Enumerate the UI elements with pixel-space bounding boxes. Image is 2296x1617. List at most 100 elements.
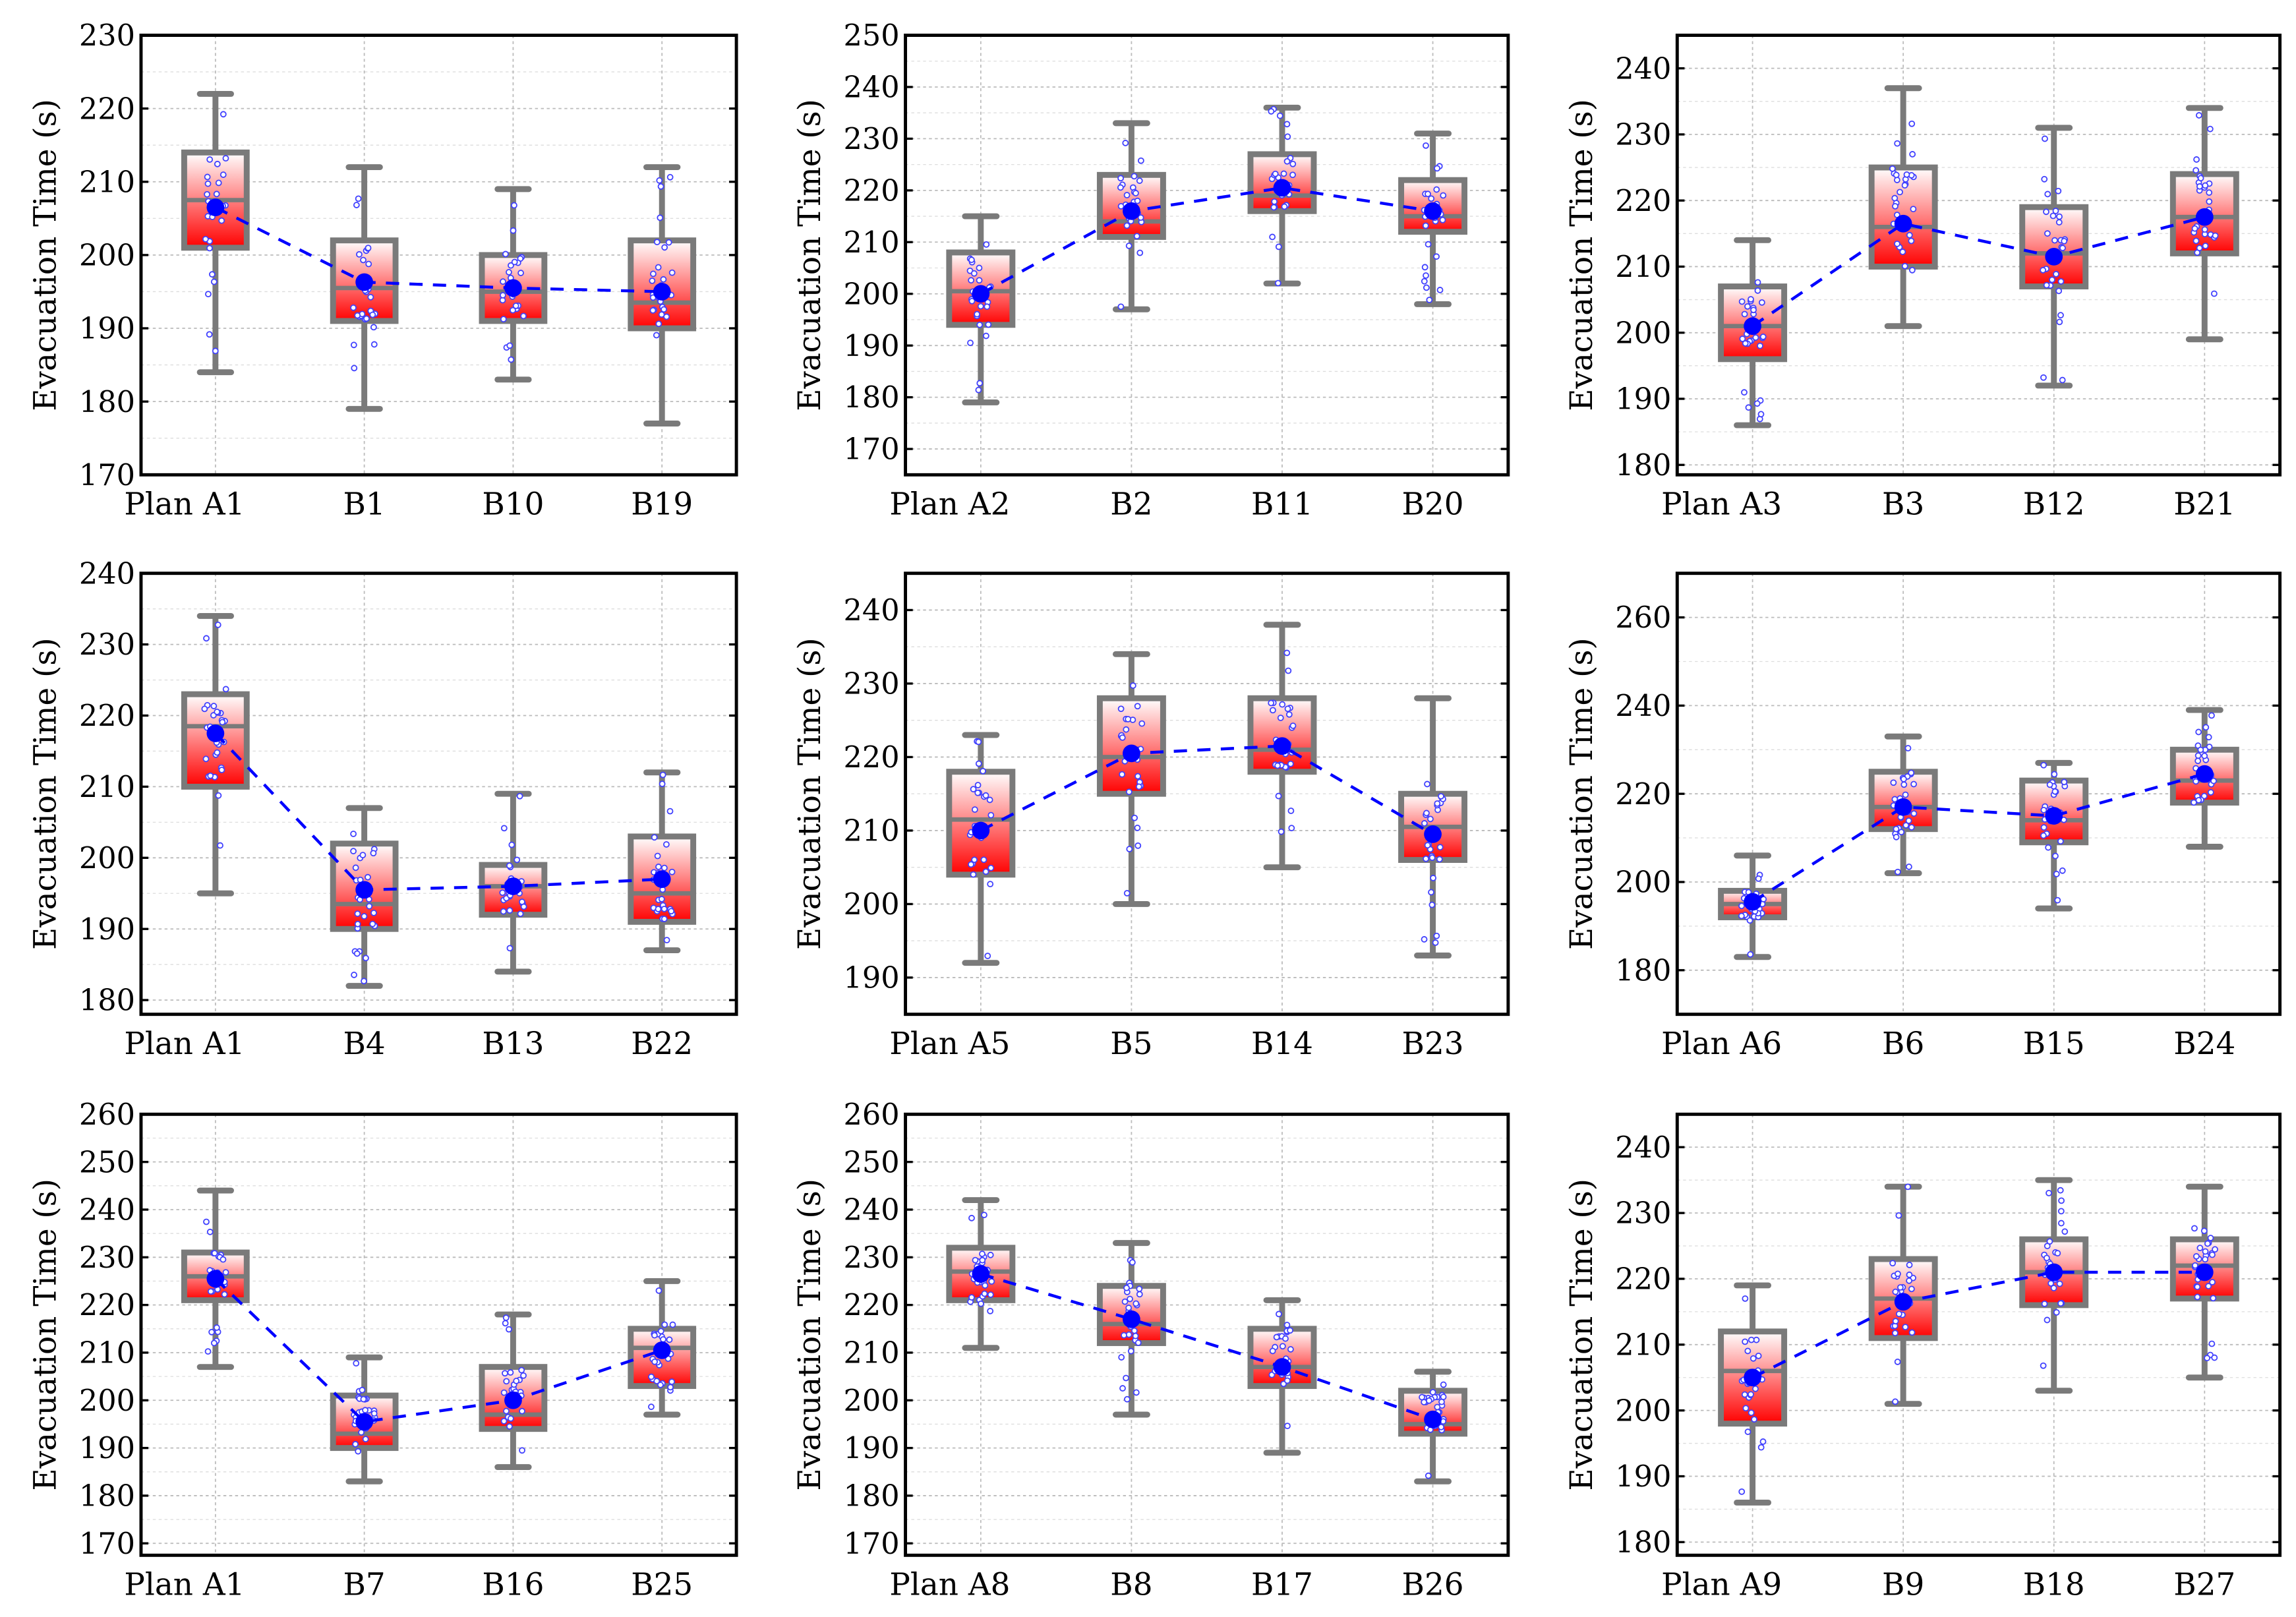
data-point [1438, 793, 1444, 800]
data-point [500, 316, 507, 323]
data-point [2044, 1243, 2051, 1250]
x-tick-label: B7 [343, 1568, 386, 1603]
y-tick-label: 230 [1615, 1196, 1671, 1231]
data-point [2057, 838, 2064, 845]
data-point [202, 755, 210, 763]
data-point [220, 111, 227, 118]
data-point [661, 916, 668, 922]
data-point [351, 972, 357, 978]
x-tick-label: B19 [631, 486, 693, 522]
mean-marker [206, 198, 225, 217]
data-point [2043, 208, 2049, 216]
data-point [2193, 156, 2200, 163]
data-point [350, 831, 357, 837]
box-1 [946, 732, 1016, 966]
data-point [1421, 936, 1428, 943]
data-point [2191, 799, 2197, 806]
data-point [1738, 1488, 1746, 1495]
data-point [1901, 262, 1908, 270]
data-point [2194, 1293, 2201, 1301]
data-point [982, 792, 989, 799]
box-3 [2019, 125, 2089, 389]
data-point [971, 806, 978, 813]
data-point [370, 909, 377, 916]
data-point [352, 864, 359, 871]
data-point [653, 1378, 661, 1384]
data-point [974, 310, 981, 318]
data-point [1750, 1355, 1757, 1362]
data-point [657, 1328, 664, 1335]
data-point [1123, 890, 1131, 897]
data-point [1895, 1270, 1901, 1278]
mean-marker [1123, 202, 1140, 220]
y-tick-label: 230 [79, 628, 135, 662]
data-point [512, 303, 519, 309]
data-point [2056, 213, 2063, 220]
data-point [510, 307, 516, 314]
mean-marker [1123, 1310, 1140, 1328]
y-tick-label: 190 [1615, 1459, 1671, 1494]
data-point [1134, 825, 1141, 831]
data-point [1439, 216, 1446, 223]
data-point [1131, 814, 1138, 821]
data-point [1425, 191, 1431, 198]
mean-line [1751, 772, 2205, 903]
data-point [1902, 791, 1909, 798]
data-point [1136, 249, 1144, 256]
data-point [657, 1382, 664, 1388]
data-point [981, 1212, 987, 1219]
data-point [210, 1339, 218, 1347]
data-point [979, 1250, 986, 1258]
data-point [1137, 214, 1144, 221]
data-point [1136, 1291, 1143, 1298]
data-point [655, 906, 662, 912]
y-tick-label: 260 [844, 1098, 900, 1132]
data-point [2197, 746, 2204, 753]
data-point [988, 1278, 995, 1285]
data-point [1137, 157, 1144, 164]
data-point [975, 738, 982, 746]
data-point [507, 1415, 514, 1422]
box-iqr [479, 862, 548, 918]
data-point [1906, 864, 1912, 870]
data-point [1904, 1183, 1912, 1191]
data-point [1755, 875, 1762, 882]
data-point [1136, 177, 1143, 185]
data-point [1131, 173, 1138, 180]
data-point [1748, 1409, 1755, 1417]
data-point [1748, 1391, 1754, 1398]
data-point [508, 262, 514, 269]
x-tick-label: B9 [1882, 1568, 1924, 1603]
data-point [657, 183, 664, 190]
mean-line [980, 1272, 1434, 1421]
data-point [503, 1407, 510, 1415]
data-point [1908, 266, 1916, 274]
data-point [1738, 298, 1746, 305]
x-tick-label: B15 [2023, 1026, 2085, 1062]
data-point [1908, 120, 1916, 127]
x-tick-label: B20 [1402, 486, 1464, 522]
data-point [1421, 278, 1428, 285]
data-point [1123, 1396, 1131, 1403]
x-tick-label: B18 [2023, 1568, 2085, 1603]
data-point [2057, 1187, 2064, 1194]
chart-panel-5: 190 200 210 220 230 240 Plan A5 B5 B14 B23 Evacuat… [792, 572, 1510, 1062]
y-tick-label: 190 [844, 1431, 900, 1465]
data-point [661, 864, 668, 871]
data-point [2057, 1208, 2065, 1215]
data-point [1276, 1310, 1282, 1318]
data-point [1892, 202, 1899, 210]
data-point [1754, 287, 1761, 294]
data-point [1426, 297, 1433, 303]
data-point [666, 1336, 673, 1343]
data-point [1436, 844, 1444, 851]
data-point [1906, 1277, 1913, 1284]
box-4 [628, 1278, 697, 1418]
data-point [658, 896, 665, 902]
y-axis-label: Evacuation Time (s) [792, 637, 828, 950]
y-axis-label: Evacuation Time (s) [1564, 99, 1600, 411]
data-point [1892, 1318, 1899, 1325]
data-point [2205, 734, 2212, 741]
data-point [987, 1291, 994, 1298]
